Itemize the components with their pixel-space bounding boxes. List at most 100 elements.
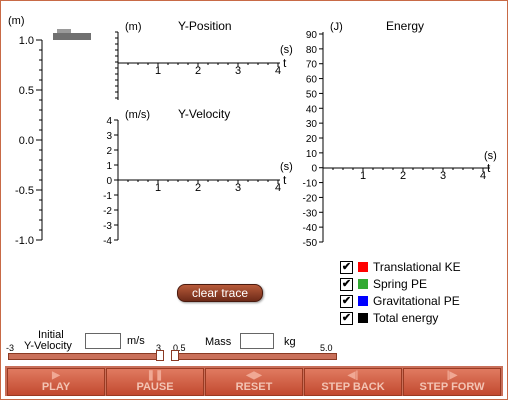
legend-checkbox[interactable]: ✔ (340, 260, 353, 274)
energy-y-label: 70 (306, 60, 318, 71)
energy-y-label: 30 (306, 119, 318, 130)
energy-t-label: 1 (360, 170, 366, 182)
energy-y-label: 20 (306, 134, 318, 145)
position-t-label: t (283, 56, 287, 70)
control-label: STEP FORW (419, 381, 485, 393)
initial-velocity-input[interactable] (85, 333, 121, 349)
mass-input[interactable] (240, 333, 274, 349)
clear-trace-button[interactable]: clear trace (177, 284, 263, 302)
velocity-y-label: -4 (103, 236, 112, 245)
reset-icon: ◀▶ (246, 370, 262, 381)
energy-t-label: 4 (480, 170, 486, 182)
position-unit: (m) (125, 21, 142, 33)
energy-y-label: -10 (303, 179, 318, 190)
legend-label: Spring PE (373, 277, 428, 291)
pause-icon: ❚❚ (146, 370, 164, 381)
legend-checkbox[interactable]: ✔ (340, 294, 353, 308)
energy-y-label: -20 (303, 193, 318, 204)
velocity-y-label: 4 (106, 116, 112, 127)
legend-item: ✔ Gravitational PE (340, 293, 460, 309)
velocity-y-label: 1 (106, 161, 112, 172)
energy-y-label: 50 (306, 89, 318, 100)
energy-chart: (J) Energy (s) t 1 2 3 4 90 80 70 60 50 40 30 20 10 0… (303, 19, 497, 249)
control-label: STEP BACK (321, 381, 385, 393)
step-back-icon: ◀| (347, 370, 359, 381)
vertical-scale-label: 0.0 (19, 135, 34, 147)
vertical-scale-label: 1.0 (19, 35, 34, 47)
legend-label: Translational KE (373, 260, 461, 274)
velocity-y-label: -1 (103, 191, 112, 202)
vertical-scale-unit: (m) (8, 15, 25, 27)
energy-t-label: t (487, 161, 491, 175)
energy-t-label: 3 (440, 170, 446, 182)
velocity-slider-max: 3 (156, 343, 162, 353)
velocity-t-label: 4 (275, 182, 281, 194)
energy-y-label: 90 (306, 30, 318, 41)
position-t-unit: (s) (280, 44, 293, 56)
energy-y-label: 0 (311, 164, 317, 175)
energy-y-label: -50 (303, 238, 318, 249)
velocity-slider-track[interactable] (8, 353, 164, 360)
energy-y-label: -40 (303, 223, 318, 234)
vertical-scale-label: 0.5 (19, 85, 34, 97)
y-position-chart: (m) Y-Position (s) t 1 2 3 4 (115, 19, 293, 100)
control-label: PAUSE (136, 381, 174, 393)
mass-label: Mass (205, 336, 232, 348)
energy-unit: (J) (330, 21, 343, 33)
velocity-y-label: -2 (103, 206, 112, 217)
step-back-button[interactable]: ◀| STEP BACK (304, 368, 402, 396)
play-icon: ▶ (52, 370, 60, 381)
energy-t-unit: (s) (484, 150, 497, 162)
legend-swatch (358, 262, 368, 272)
velocity-y-label: 3 (106, 131, 112, 142)
legend-swatch (358, 279, 368, 289)
position-title: Y-Position (178, 19, 232, 33)
velocity-title: Y-Velocity (178, 107, 230, 121)
legend-item: ✔ Total energy (340, 310, 438, 326)
vertical-scale-label: -0.5 (15, 185, 34, 197)
legend-checkbox[interactable]: ✔ (340, 311, 353, 325)
play-button[interactable]: ▶ PLAY (7, 368, 105, 396)
energy-y-label: 10 (306, 149, 318, 160)
mass-slider-track[interactable] (171, 353, 337, 360)
y-velocity-chart: (m/s) Y-Velocity (s) t 1 2 3 4 4 3 2 1 0 -1 -2 -3 -4 (103, 107, 293, 245)
energy-title: Energy (386, 19, 424, 33)
velocity-unit-label: m/s (127, 335, 145, 347)
position-t-label: 3 (235, 65, 241, 77)
step-forw-icon: |▶ (446, 370, 458, 381)
velocity-label-line2: Y-Velocity (24, 340, 72, 352)
legend-checkbox[interactable]: ✔ (340, 277, 353, 291)
velocity-y-label: 2 (106, 146, 112, 157)
energy-y-label: 80 (306, 45, 318, 56)
velocity-y-label: -3 (103, 221, 112, 232)
mass-unit-label: kg (284, 336, 296, 348)
position-t-label: 4 (275, 65, 281, 77)
vertical-scale: (m) 1.0 0.5 0.0 -0.5 -1.0 (8, 15, 91, 247)
playback-controls: ▶ PLAY ❚❚ PAUSE ◀▶ RESET ◀| STEP BACK |▶ STEP FOR… (5, 366, 503, 396)
energy-y-label: -30 (303, 208, 318, 219)
legend-label: Gravitational PE (373, 294, 460, 308)
position-t-label: 2 (195, 65, 201, 77)
reset-button[interactable]: ◀▶ RESET (205, 368, 303, 396)
legend-swatch (358, 296, 368, 306)
step-forw-button[interactable]: |▶ STEP FORW (403, 368, 501, 396)
velocity-t-label: 3 (235, 182, 241, 194)
control-label: PLAY (41, 381, 71, 393)
energy-t-label: 2 (400, 170, 406, 182)
velocity-t-label: 1 (155, 182, 161, 194)
legend-label: Total energy (373, 311, 439, 325)
pause-button[interactable]: ❚❚ PAUSE (106, 368, 204, 396)
velocity-slider-min: -3 (6, 343, 15, 353)
control-label: RESET (235, 381, 273, 393)
velocity-t-label: 2 (195, 182, 201, 194)
legend-item: ✔ Translational KE (340, 259, 461, 275)
velocity-slider-handle[interactable] (156, 350, 164, 361)
mass-slider-handle[interactable] (171, 350, 179, 361)
energy-y-label: 60 (306, 75, 318, 86)
velocity-label-line1: Initial (38, 329, 64, 341)
mass-slider-min: 0.5 (173, 343, 186, 353)
legend-item: ✔ Spring PE (340, 276, 427, 292)
energy-y-label: 40 (306, 104, 318, 115)
position-t-label: 1 (155, 65, 161, 77)
legend-swatch (358, 313, 368, 323)
